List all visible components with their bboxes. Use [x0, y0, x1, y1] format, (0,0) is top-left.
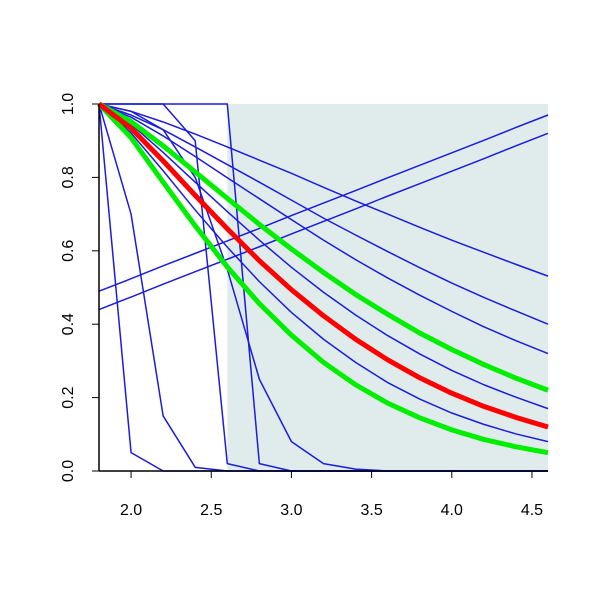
- series-line: [98, 132, 549, 311]
- x-tick-label: 3.5: [360, 502, 382, 519]
- x-tick-label: 4.0: [441, 502, 463, 519]
- series-line: [97, 101, 549, 393]
- series-line: [98, 103, 549, 443]
- y-tick-label: 1.0: [60, 93, 77, 115]
- series-line: [97, 102, 549, 430]
- series-line: [98, 103, 549, 410]
- x-tick-label: 2.5: [200, 502, 222, 519]
- y-tick-label: 0.0: [60, 460, 77, 482]
- x-tick-label: 2.0: [120, 502, 142, 519]
- series-line: [98, 103, 549, 355]
- y-tick-label: 0.6: [60, 240, 77, 262]
- x-tick-label: 4.5: [521, 502, 543, 519]
- series-line: [98, 114, 549, 292]
- y-tick-label: 0.8: [60, 166, 77, 188]
- shaded-region: [227, 104, 549, 471]
- y-tick-label: 0.2: [60, 386, 77, 408]
- series-line: [98, 103, 549, 277]
- y-tick-label: 0.4: [60, 313, 77, 335]
- series-line: [98, 103, 549, 325]
- x-tick-label: 3.0: [280, 502, 302, 519]
- series-line: [97, 102, 549, 456]
